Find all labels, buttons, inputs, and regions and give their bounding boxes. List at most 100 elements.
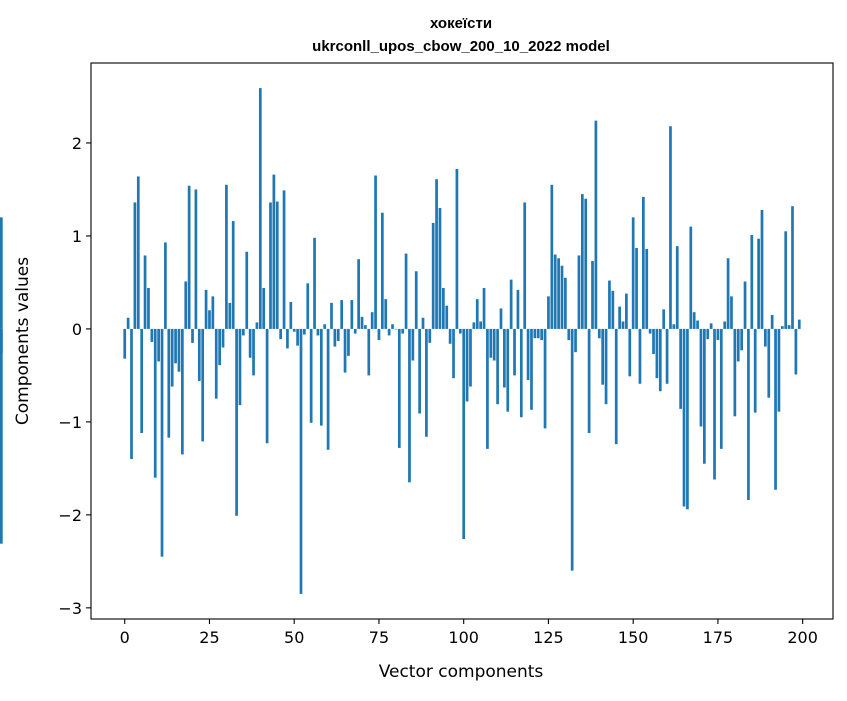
bar-148 [625, 293, 628, 329]
bar-165 [682, 328, 686, 507]
bar-87 [418, 328, 421, 414]
bar-93 [438, 208, 442, 329]
x-tick-label-200: 200 [787, 628, 818, 647]
bar-24 [204, 289, 208, 329]
bar-19 [187, 185, 191, 329]
bar-89 [425, 328, 428, 437]
bar-90 [428, 328, 432, 343]
bar-184 [747, 328, 750, 500]
bar-36 [245, 251, 249, 329]
bar-72 [367, 328, 371, 376]
y-tick-label-2: 2 [72, 134, 82, 153]
bar-123 [540, 328, 544, 341]
bar-3 [133, 202, 137, 329]
bar-40 [258, 88, 262, 329]
bar-117 [519, 328, 523, 418]
bar-107 [486, 328, 489, 449]
bar-54 [306, 283, 310, 329]
bar-101 [465, 328, 469, 402]
bar-41 [262, 288, 266, 329]
bar-29 [221, 328, 225, 348]
bar-116 [516, 289, 520, 329]
bar-134 [577, 255, 581, 329]
bar-136 [584, 198, 588, 329]
bar-85 [411, 328, 415, 361]
bar-194 [780, 326, 784, 329]
bar-133 [574, 328, 577, 353]
bar-132 [570, 328, 574, 571]
bar-49 [289, 301, 293, 329]
bar-158 [658, 328, 662, 392]
bar-31 [228, 302, 232, 329]
bar-120 [530, 328, 533, 410]
bar-68 [353, 328, 357, 334]
bar-17 [181, 328, 184, 455]
bar-126 [550, 184, 554, 329]
bar-137 [587, 328, 591, 434]
bar-88 [421, 317, 425, 329]
bar-48 [286, 328, 289, 349]
y-tick-label-1: 1 [72, 227, 82, 246]
bar-142 [604, 328, 608, 405]
bar-199 [797, 319, 801, 329]
bar-122 [536, 328, 540, 339]
bar-30 [225, 184, 228, 329]
bar-81 [397, 328, 401, 448]
y-tick-label--3: −3 [58, 599, 82, 618]
bar-105 [479, 321, 482, 329]
bar-159 [662, 309, 666, 329]
bar-23 [201, 328, 205, 442]
bar-115 [513, 328, 516, 376]
y-tick-label-0: 0 [72, 320, 82, 339]
y-tick-label--1: −1 [58, 413, 82, 432]
bar-77 [384, 299, 388, 329]
bar-78 [387, 328, 391, 336]
bar-69 [357, 259, 360, 329]
bar-129 [560, 265, 564, 329]
bar-70 [360, 316, 364, 329]
bar-172 [706, 328, 710, 340]
bar-56 [313, 237, 316, 329]
bar-10 [157, 328, 160, 362]
bar-80 [394, 328, 398, 330]
bar-62 [333, 328, 337, 347]
bar-44 [272, 174, 276, 329]
bar-59 [323, 324, 327, 329]
x-tick-label-125: 125 [533, 628, 564, 647]
bar-190 [767, 328, 771, 398]
bar-26 [211, 296, 215, 329]
bar-60 [326, 328, 330, 450]
y-axis-label: Components values [13, 257, 33, 425]
bar-177 [723, 321, 727, 329]
bar-144 [611, 290, 615, 329]
bar-2 [130, 328, 133, 460]
bar-154 [645, 248, 649, 329]
bar-34 [238, 328, 242, 406]
x-axis-ticks: 0 25 50 75 100 125 150 175 200 [120, 619, 818, 647]
bar-106 [482, 288, 486, 329]
bar-189 [764, 328, 767, 347]
x-tick-label-100: 100 [448, 628, 479, 647]
chart-title-line2: ukrconll_upos_cbow_200_10_2022 model [312, 38, 610, 55]
y-axis-ticks: −3 −2 −1 0 1 2 [58, 134, 91, 618]
bar-39 [255, 322, 259, 329]
bar-143 [608, 280, 611, 329]
bar-15 [174, 328, 177, 364]
bar-38 [252, 328, 255, 376]
bar-35 [242, 328, 245, 336]
bar-12 [164, 242, 167, 329]
bar-1 [126, 317, 130, 329]
bar-178 [726, 258, 730, 329]
bar-33 [235, 328, 238, 516]
bar-61 [330, 302, 333, 329]
bar-0 [123, 328, 127, 359]
bar-7 [147, 288, 150, 329]
bar-86 [414, 271, 418, 329]
x-tick-label-25: 25 [199, 628, 219, 647]
bar-125 [547, 296, 550, 329]
bar-185 [750, 235, 754, 329]
bar-110 [496, 328, 499, 405]
bar-147 [621, 321, 625, 329]
bar-191 [770, 314, 774, 329]
